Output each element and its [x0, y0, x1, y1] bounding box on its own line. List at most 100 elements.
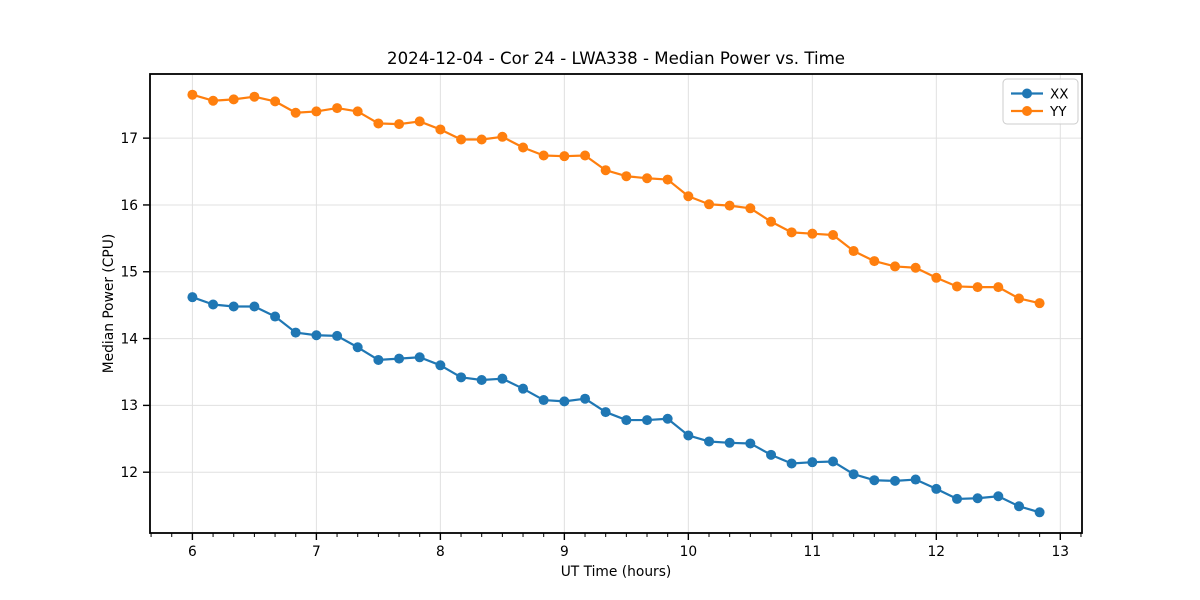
- data-point: [662, 174, 673, 185]
- data-point: [373, 354, 384, 365]
- x-axis: 6 7 8 9 10 11 12 13: [188, 533, 1069, 560]
- y-tick-label: 13: [120, 398, 138, 414]
- data-point: [290, 327, 301, 338]
- data-point: [890, 475, 901, 486]
- x-minor-ticks: [150, 533, 1082, 537]
- data-point: [972, 282, 983, 293]
- data-point: [270, 96, 281, 107]
- data-point: [745, 203, 756, 214]
- data-point: [642, 415, 653, 426]
- x-tick-label: 6: [188, 544, 197, 560]
- data-point: [600, 407, 611, 418]
- x-tick-label: 12: [928, 544, 946, 560]
- data-point: [931, 272, 942, 283]
- x-tick-label: 11: [804, 544, 822, 560]
- data-point: [559, 151, 570, 162]
- series-XX: [187, 292, 1045, 518]
- data-point: [766, 449, 777, 460]
- data-point: [1034, 507, 1045, 518]
- data-point: [724, 437, 735, 448]
- data-point: [807, 457, 818, 468]
- data-point: [869, 475, 880, 486]
- data-point: [476, 134, 487, 145]
- data-point: [766, 216, 777, 227]
- data-point: [600, 165, 611, 176]
- data-point: [621, 415, 632, 426]
- chart-title: 2024-12-04 - Cor 24 - LWA338 - Median Po…: [387, 49, 845, 68]
- data-point: [848, 469, 859, 480]
- y-axis: 12 13 14 15 16 17: [120, 131, 150, 481]
- axes-spines: [149, 73, 1083, 534]
- legend: XX YY: [1002, 78, 1079, 125]
- legend-label: XX: [1050, 86, 1069, 102]
- data-point: [518, 383, 529, 394]
- data-point: [910, 474, 921, 485]
- data-point: [435, 360, 446, 371]
- data-point: [724, 200, 735, 211]
- data-point: [807, 228, 818, 239]
- series-YY: [187, 89, 1045, 309]
- data-point: [828, 456, 839, 467]
- gridlines: [150, 74, 1082, 533]
- data-point: [228, 301, 239, 312]
- legend-entry-XX: XX: [1011, 86, 1069, 102]
- data-point: [394, 353, 405, 364]
- data-point: [394, 119, 405, 130]
- data-point: [435, 124, 446, 135]
- data-point: [786, 227, 797, 238]
- data-point: [332, 330, 343, 341]
- data-point: [993, 491, 1004, 502]
- data-point: [931, 483, 942, 494]
- data-point: [993, 282, 1004, 293]
- y-tick-label: 12: [120, 465, 138, 481]
- data-point: [662, 413, 673, 424]
- legend-marker: [1022, 88, 1032, 99]
- data-point: [497, 373, 508, 384]
- data-point: [869, 256, 880, 267]
- data-point: [683, 430, 694, 441]
- data-point: [786, 458, 797, 469]
- data-point: [249, 91, 260, 102]
- data-point: [1014, 293, 1025, 304]
- data-point: [311, 106, 322, 117]
- data-point: [456, 372, 467, 383]
- y-tick-label: 14: [120, 331, 138, 347]
- data-point: [580, 393, 591, 404]
- data-point: [952, 493, 963, 504]
- data-point: [187, 292, 198, 303]
- y-tick-label: 15: [120, 265, 138, 281]
- x-tick-label: 7: [312, 544, 321, 560]
- data-point: [952, 281, 963, 292]
- legend-marker: [1022, 106, 1032, 116]
- data-point: [187, 89, 198, 100]
- legend-box: [1002, 78, 1079, 125]
- data-point: [208, 95, 219, 106]
- data-point: [249, 301, 260, 312]
- legend-entry-YY: YY: [1011, 104, 1067, 120]
- data-point: [208, 299, 219, 310]
- data-point: [518, 142, 529, 153]
- data-point: [559, 396, 570, 407]
- data-point: [890, 261, 901, 272]
- y-tick-label: 17: [120, 131, 138, 147]
- data-point: [538, 395, 549, 406]
- x-tick-label: 9: [560, 544, 569, 560]
- data-point: [352, 342, 363, 353]
- data-point: [828, 230, 839, 241]
- data-point: [414, 352, 425, 363]
- data-point: [290, 107, 301, 118]
- data-point: [538, 150, 549, 161]
- data-point: [476, 375, 487, 385]
- data-point: [311, 330, 322, 341]
- y-tick-label: 16: [120, 198, 138, 214]
- data-point: [414, 116, 425, 127]
- data-point: [456, 134, 467, 145]
- data-point: [580, 150, 591, 161]
- data-point: [497, 131, 508, 142]
- data-point: [352, 106, 363, 117]
- data-point: [683, 191, 694, 202]
- x-tick-label: 10: [680, 544, 698, 560]
